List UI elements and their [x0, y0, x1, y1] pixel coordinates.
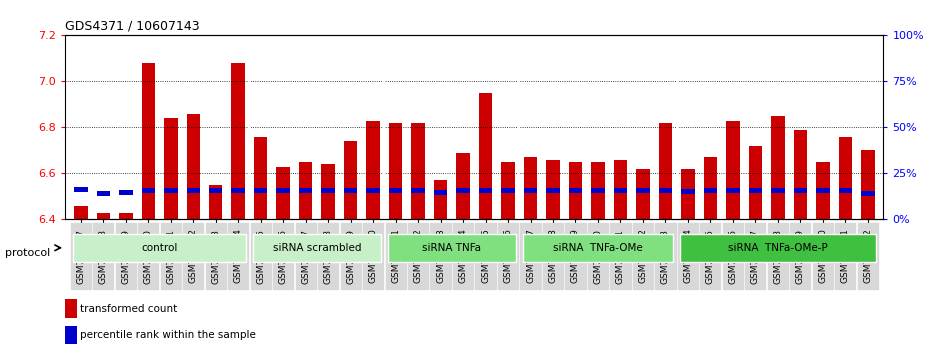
Bar	[771, 116, 785, 219]
Bar	[479, 93, 492, 219]
Bar	[524, 188, 538, 194]
Bar	[749, 188, 762, 194]
Bar	[344, 141, 357, 219]
Bar	[726, 188, 739, 194]
Bar	[839, 188, 852, 194]
Bar	[501, 162, 515, 219]
Bar	[569, 188, 582, 194]
Bar	[681, 189, 695, 194]
Bar	[187, 188, 200, 194]
Bar	[636, 188, 650, 194]
Bar	[433, 181, 447, 219]
Bar	[771, 188, 785, 194]
Bar	[457, 153, 470, 219]
Bar	[65, 299, 76, 318]
Bar	[793, 188, 807, 194]
Bar	[704, 158, 717, 219]
Bar	[501, 188, 515, 194]
Bar	[591, 188, 604, 194]
Bar	[569, 162, 582, 219]
Bar	[322, 164, 335, 219]
Bar	[614, 160, 627, 219]
Bar	[839, 137, 852, 219]
Bar	[389, 123, 403, 219]
Text: protocol: protocol	[5, 248, 50, 258]
Bar	[816, 162, 830, 219]
Bar	[254, 137, 268, 219]
Text: GDS4371 / 10607143: GDS4371 / 10607143	[65, 20, 200, 33]
Bar	[187, 114, 200, 219]
Bar	[861, 150, 874, 219]
Bar	[411, 188, 425, 194]
Bar	[276, 188, 290, 194]
Bar	[366, 121, 379, 219]
Bar	[232, 188, 245, 194]
Bar	[322, 188, 335, 194]
Bar	[546, 188, 560, 194]
Text: siRNA  TNFa-OMe-P: siRNA TNFa-OMe-P	[728, 243, 828, 253]
Bar	[299, 188, 312, 194]
FancyBboxPatch shape	[388, 234, 516, 262]
Bar	[74, 187, 87, 192]
Bar	[344, 188, 357, 194]
Text: transformed count: transformed count	[80, 304, 178, 314]
FancyBboxPatch shape	[73, 234, 246, 262]
Bar	[97, 191, 110, 196]
Bar	[209, 185, 222, 219]
Bar	[366, 188, 379, 194]
FancyBboxPatch shape	[523, 234, 673, 262]
Bar	[164, 118, 178, 219]
Bar	[749, 146, 762, 219]
Text: percentile rank within the sample: percentile rank within the sample	[80, 330, 256, 340]
Bar	[65, 326, 76, 344]
Text: siRNA  TNFa-OMe: siRNA TNFa-OMe	[553, 243, 643, 253]
Bar	[681, 169, 695, 219]
Bar	[793, 130, 807, 219]
Bar	[457, 188, 470, 194]
Bar	[141, 63, 155, 219]
Bar	[254, 188, 268, 194]
Bar	[636, 169, 650, 219]
FancyBboxPatch shape	[253, 234, 381, 262]
Bar	[141, 188, 155, 194]
Bar	[164, 188, 178, 194]
Bar	[726, 121, 739, 219]
Text: siRNA scrambled: siRNA scrambled	[272, 243, 361, 253]
Bar	[119, 190, 133, 195]
Bar	[546, 160, 560, 219]
Bar	[614, 188, 627, 194]
Text: siRNA TNFa: siRNA TNFa	[422, 243, 482, 253]
Bar	[433, 190, 447, 195]
Bar	[97, 213, 110, 219]
FancyBboxPatch shape	[680, 234, 876, 262]
Bar	[119, 213, 133, 219]
Bar	[74, 206, 87, 219]
Bar	[479, 188, 492, 194]
Bar	[209, 188, 222, 194]
Bar	[591, 162, 604, 219]
Bar	[299, 162, 312, 219]
Bar	[411, 123, 425, 219]
Bar	[861, 191, 874, 196]
Text: control: control	[141, 243, 178, 253]
Bar	[658, 123, 672, 219]
Bar	[389, 188, 403, 194]
Bar	[704, 188, 717, 194]
Bar	[658, 188, 672, 194]
Bar	[276, 167, 290, 219]
Bar	[232, 63, 245, 219]
Bar	[816, 188, 830, 194]
Bar	[524, 158, 538, 219]
